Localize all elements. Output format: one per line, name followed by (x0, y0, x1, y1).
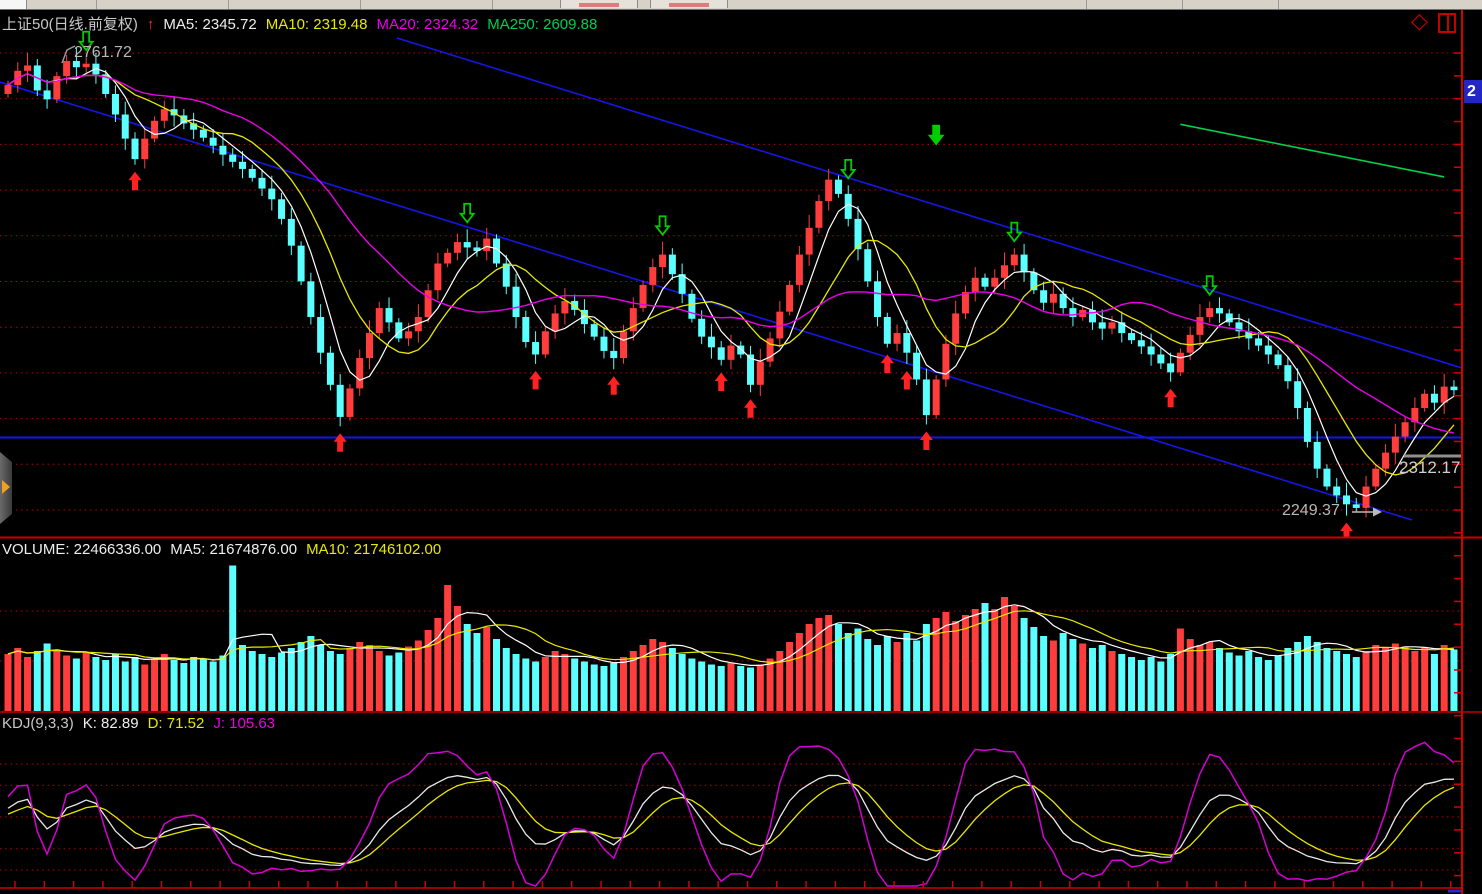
ma10-value: MA10: 2319.48 (265, 16, 368, 33)
kdj-pane-header: KDJ(9,3,3) K: 82.89 D: 71.52 J: 105.63 (2, 715, 284, 732)
ma20-value: MA20: 2324.32 (376, 16, 479, 33)
last-price-annotation: 2312.17 (1399, 458, 1461, 477)
toolbar-button[interactable] (650, 0, 728, 8)
sidebar-expand-handle[interactable] (0, 452, 12, 524)
toolbar-separator (360, 0, 361, 9)
toolbar-separator (1086, 0, 1087, 9)
kdj-j-value: J: 105.63 (213, 715, 276, 732)
ma5-value: MA5: 2345.72 (163, 16, 257, 33)
toolbar-separator (228, 0, 229, 9)
diamond-tool-icon[interactable]: ◇ (1411, 8, 1428, 33)
toolbar-separator (1278, 0, 1279, 9)
toolbar-input-stub[interactable] (0, 0, 27, 9)
volume-ma5-value: MA5: 21674876.00 (170, 541, 298, 558)
toolbar-separator (492, 0, 493, 9)
volume-ma10-value: MA10: 21746102.00 (306, 541, 442, 558)
low-price-annotation: 2249.37 (1282, 502, 1340, 519)
toolbar-separator (96, 0, 97, 9)
price-pane-header: 上证50(日线.前复权) ↑ MA5: 2345.72 MA10: 2319.48 MA… (2, 13, 606, 34)
price-axis-badge: 2 (1464, 80, 1482, 103)
expand-arrow-icon (2, 480, 10, 494)
volume-value: VOLUME: 22466336.00 (2, 541, 162, 558)
split-window-icon[interactable] (1438, 13, 1456, 33)
kdj-label: KDJ(9,3,3) (2, 715, 74, 732)
high-price-annotation: 2761.72 (74, 44, 132, 61)
volume-pane-header: VOLUME: 22466336.00 MA5: 21674876.00 MA10:… (2, 541, 450, 558)
symbol-label: 上证50(日线.前复权) (2, 16, 138, 33)
kdj-d-value: D: 71.52 (147, 715, 205, 732)
toolbar-separator (1182, 0, 1183, 9)
top-toolbar[interactable] (0, 0, 1482, 10)
ma250-value: MA250: 2609.88 (487, 16, 598, 33)
toolbar-button[interactable] (560, 0, 638, 8)
kdj-k-value: K: 82.89 (82, 715, 139, 732)
buy-signal-icon: ↑ (146, 16, 155, 33)
